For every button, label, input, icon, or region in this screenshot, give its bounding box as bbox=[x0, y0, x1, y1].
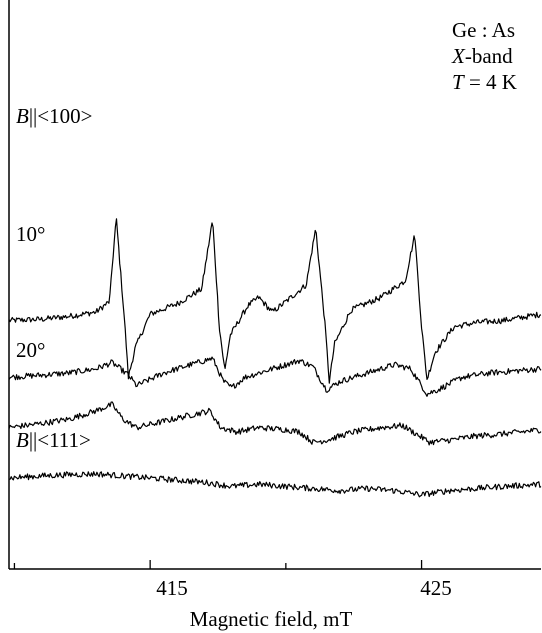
spectra-traces bbox=[8, 218, 542, 498]
annotation-temperature: T = 4 K bbox=[452, 70, 517, 94]
annotation-band: X-band bbox=[452, 44, 513, 68]
series-line-1 bbox=[8, 356, 542, 397]
series-label-10deg: 10° bbox=[16, 222, 46, 246]
tick-label-415: 415 bbox=[156, 576, 188, 600]
plot-frame bbox=[8, 0, 541, 570]
annotation-material: Ge : As bbox=[452, 18, 515, 42]
series-line-2 bbox=[8, 401, 542, 446]
series-label-b111: B||<111> bbox=[16, 428, 91, 452]
x-axis-title: Magnetic field, mT bbox=[189, 607, 353, 631]
x-axis-ticks bbox=[13, 560, 423, 569]
tick-label-425: 425 bbox=[420, 576, 452, 600]
series-line-0 bbox=[8, 218, 542, 384]
series-label-b100: B||<100> bbox=[16, 104, 93, 128]
series-label-20deg: 20° bbox=[16, 338, 46, 362]
series-line-3 bbox=[8, 471, 542, 498]
